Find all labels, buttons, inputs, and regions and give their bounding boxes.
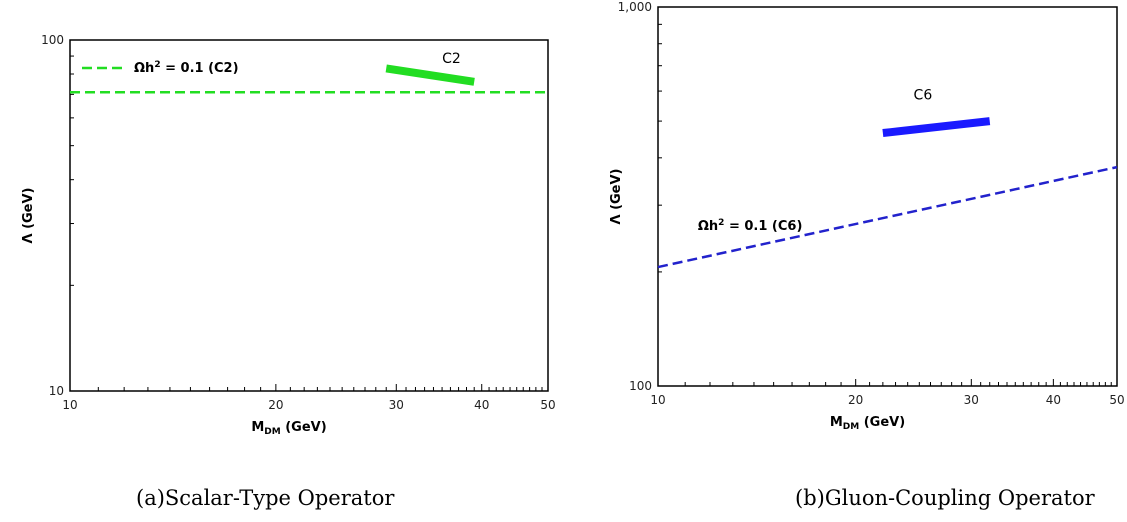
scalar-legend-label: Ωh2 = 0.1 (C2) bbox=[134, 60, 239, 76]
gluon-annotation-label: Ωh2 = 0.1 (C6) bbox=[698, 218, 803, 234]
gluon-x-tick-label: 10 bbox=[650, 393, 665, 407]
gluon-series-c6-band bbox=[882, 117, 991, 138]
scalar-x-tick-label: 50 bbox=[540, 398, 555, 412]
gluon-x-tick-label: 20 bbox=[848, 393, 863, 407]
scalar-x-axis-title: MDM (GeV) bbox=[251, 420, 326, 437]
chart-scalar: 10 20 30 40 50 10 100 MDM (GeV) Λ (GeV) C2 Ωh2 = 0… bbox=[21, 33, 556, 437]
scalar-x-tick-label: 30 bbox=[389, 398, 404, 412]
gluon-x-tick-label: 30 bbox=[964, 393, 979, 407]
caption-scalar: (a)Scalar-Type Operator bbox=[136, 486, 395, 510]
gluon-x-tick-label: 40 bbox=[1046, 393, 1061, 407]
scalar-plot-frame bbox=[69, 39, 549, 392]
gluon-relic-density-line bbox=[657, 165, 1118, 269]
gluon-x-axis-title: MDM (GeV) bbox=[830, 415, 905, 432]
gluon-y-tick-label: 100 bbox=[629, 379, 652, 393]
scalar-y-axis-title: Λ (GeV) bbox=[21, 187, 36, 243]
panel-gluon: 10 20 30 40 50 100 1,000 MDM (GeV) Λ (GeV) C6 Ωh2 … bbox=[563, 0, 1127, 522]
gluon-plot-frame bbox=[657, 6, 1118, 387]
caption-gluon: (b)Gluon-Coupling Operator bbox=[795, 486, 1095, 510]
scalar-x-tick-label: 40 bbox=[474, 398, 489, 412]
scalar-series-c2-band bbox=[385, 64, 475, 86]
scalar-series-label-c2: C2 bbox=[442, 51, 461, 67]
gluon-x-tick-label: 50 bbox=[1109, 393, 1124, 407]
chart-gluon: 10 20 30 40 50 100 1,000 MDM (GeV) Λ (GeV) C6 Ωh2 … bbox=[609, 0, 1125, 432]
gluon-y-tick-label: 1,000 bbox=[618, 0, 652, 14]
scalar-y-tick-label: 10 bbox=[49, 384, 64, 398]
gluon-series-label-c6: C6 bbox=[914, 88, 933, 104]
gluon-y-axis-title: Λ (GeV) bbox=[609, 168, 624, 224]
scalar-x-tick-label: 20 bbox=[268, 398, 283, 412]
scalar-y-tick-label: 100 bbox=[41, 33, 64, 47]
scalar-x-tick-label: 10 bbox=[62, 398, 77, 412]
panel-scalar: 10 20 30 40 50 10 100 MDM (GeV) Λ (GeV) C2 Ωh2 = 0… bbox=[0, 0, 560, 522]
